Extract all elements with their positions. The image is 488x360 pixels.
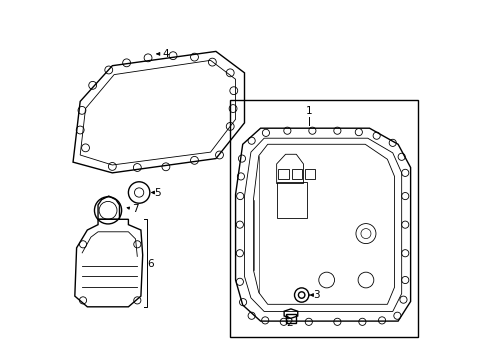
- Bar: [285, 314, 295, 323]
- Bar: [291, 169, 302, 179]
- Text: 2: 2: [286, 318, 293, 328]
- Text: 5: 5: [154, 188, 161, 198]
- Text: 3: 3: [312, 290, 319, 300]
- Text: 6: 6: [147, 259, 154, 269]
- Text: 7: 7: [132, 203, 138, 213]
- Bar: [304, 169, 314, 179]
- Bar: [276, 182, 306, 217]
- Text: 1: 1: [305, 106, 311, 116]
- Text: 4: 4: [162, 49, 169, 59]
- Bar: [278, 169, 288, 179]
- Bar: [230, 100, 417, 337]
